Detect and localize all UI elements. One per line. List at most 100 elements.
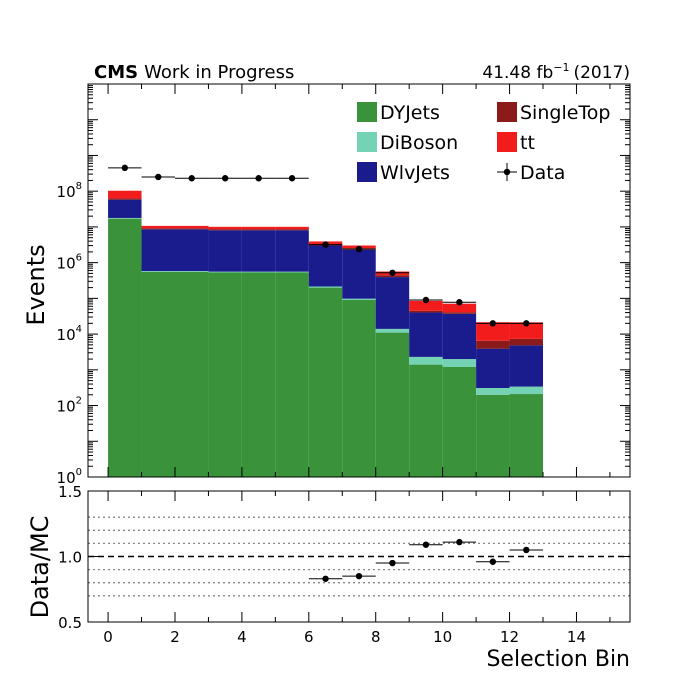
- y-tick-base: 10: [57, 469, 76, 487]
- bar-singletop: [409, 310, 443, 313]
- data-point: [355, 245, 363, 253]
- bar-dyjets: [208, 272, 242, 477]
- series-dyjets: [108, 218, 544, 477]
- data-point: [188, 175, 195, 182]
- bar-wlvjets: [108, 199, 142, 218]
- legend-swatch: [497, 102, 517, 122]
- bar-wlvjets: [509, 345, 544, 387]
- y-tick-base: 10: [57, 398, 76, 416]
- legend-swatch: [497, 132, 517, 152]
- legend-item-dyjets: DYJets: [357, 102, 440, 124]
- bar-wlvjets: [241, 230, 276, 272]
- bar-dyjets: [375, 332, 410, 477]
- bar-diboson: [476, 387, 510, 395]
- y-tick-base: 10: [57, 255, 76, 273]
- y-tick-label: 100: [57, 467, 82, 487]
- x-tick-label: 14: [567, 628, 586, 646]
- bar-diboson: [108, 217, 142, 219]
- legend-item-diboson: DiBoson: [357, 132, 458, 154]
- data-point: [489, 320, 497, 327]
- bar-wlvjets: [342, 249, 376, 299]
- legend-label: DiBoson: [380, 132, 458, 154]
- bar-diboson: [141, 271, 175, 272]
- bar-diboson: [174, 271, 209, 272]
- bar-dyjets: [442, 366, 477, 477]
- bar-wlvjets: [308, 245, 343, 287]
- legend-label: Data: [520, 162, 565, 184]
- ratio-panel: 0.5 1.0 1.5 0 2 4 6 8 10 12 14: [58, 483, 631, 646]
- y-tick-label: 108: [57, 181, 82, 201]
- bar-tt: [174, 225, 209, 229]
- bar-wlvjets: [275, 230, 309, 272]
- ratio-y-tick-label: 0.5: [58, 614, 82, 632]
- bar-dyjets: [241, 272, 276, 477]
- bar-singletop: [208, 229, 242, 231]
- bar-diboson: [275, 271, 309, 273]
- data-point: [389, 269, 396, 276]
- cms-header: CMS Work in Progress: [94, 62, 294, 83]
- bar-singletop: [174, 228, 209, 230]
- bar-singletop: [509, 338, 544, 346]
- bar-diboson: [241, 271, 276, 273]
- bar-wlvjets: [208, 230, 242, 272]
- x-tick-label: 10: [433, 628, 452, 646]
- ratio-y-axis-title: Data/MC: [26, 516, 54, 619]
- legend-label: DYJets: [380, 102, 440, 124]
- bar-diboson: [509, 386, 544, 395]
- bar-dyjets: [275, 272, 309, 477]
- bar-dyjets: [476, 394, 510, 477]
- x-tick-label: 4: [237, 628, 247, 646]
- legend-label: tt: [520, 132, 535, 154]
- y-tick-label: 106: [57, 253, 82, 273]
- bar-dyjets: [141, 271, 175, 477]
- data-series: [108, 164, 544, 327]
- bar-tt: [509, 322, 544, 339]
- bar-tt: [108, 190, 142, 199]
- legend-marker: [503, 168, 511, 176]
- bar-tt: [409, 300, 443, 311]
- main-frame: [87, 83, 631, 478]
- data-point: [255, 175, 262, 182]
- ratio-point: [389, 559, 396, 567]
- bar-diboson: [375, 328, 410, 333]
- bar-dyjets: [342, 299, 376, 477]
- y-tick-label: 104: [57, 324, 82, 344]
- bar-diboson: [409, 356, 443, 365]
- bar-diboson: [308, 286, 343, 288]
- x-tick-label: 12: [500, 628, 519, 646]
- experiment-label: CMS: [94, 62, 138, 83]
- series-diboson: [108, 217, 544, 395]
- y-tick-exponent: 4: [76, 324, 82, 335]
- ratio-point: [322, 575, 329, 582]
- bar-tt: [141, 225, 175, 229]
- bar-tt: [476, 322, 510, 341]
- y-tick-exponent: 0: [76, 467, 82, 478]
- legend-item-data: Data: [497, 162, 565, 184]
- data-point: [121, 164, 129, 172]
- bar-singletop: [108, 198, 142, 200]
- data-point: [288, 175, 296, 182]
- bar-wlvjets: [375, 277, 410, 329]
- y-tick-exponent: 6: [76, 253, 82, 264]
- legend-swatch: [357, 162, 377, 182]
- ratio-point: [355, 572, 363, 580]
- bar-tt: [275, 226, 309, 230]
- main-y-axis-title: Events: [22, 244, 50, 325]
- data-point: [221, 175, 229, 182]
- legend-label: WlvJets: [380, 162, 450, 184]
- series-wlvjets: [108, 199, 544, 388]
- ratio-y-tick-label: 1.5: [58, 483, 82, 501]
- bar-dyjets: [108, 218, 142, 477]
- lumi-exponent: −1: [553, 61, 569, 74]
- bar-singletop: [241, 229, 276, 231]
- data-point: [422, 296, 430, 304]
- bar-singletop: [442, 312, 477, 314]
- y-tick-base: 10: [57, 183, 76, 201]
- status-label: Work in Progress: [144, 62, 294, 83]
- bar-wlvjets: [174, 229, 209, 272]
- bar-dyjets: [174, 271, 209, 477]
- bar-diboson: [208, 271, 242, 273]
- bar-singletop: [476, 340, 510, 349]
- ratio-point: [523, 546, 530, 554]
